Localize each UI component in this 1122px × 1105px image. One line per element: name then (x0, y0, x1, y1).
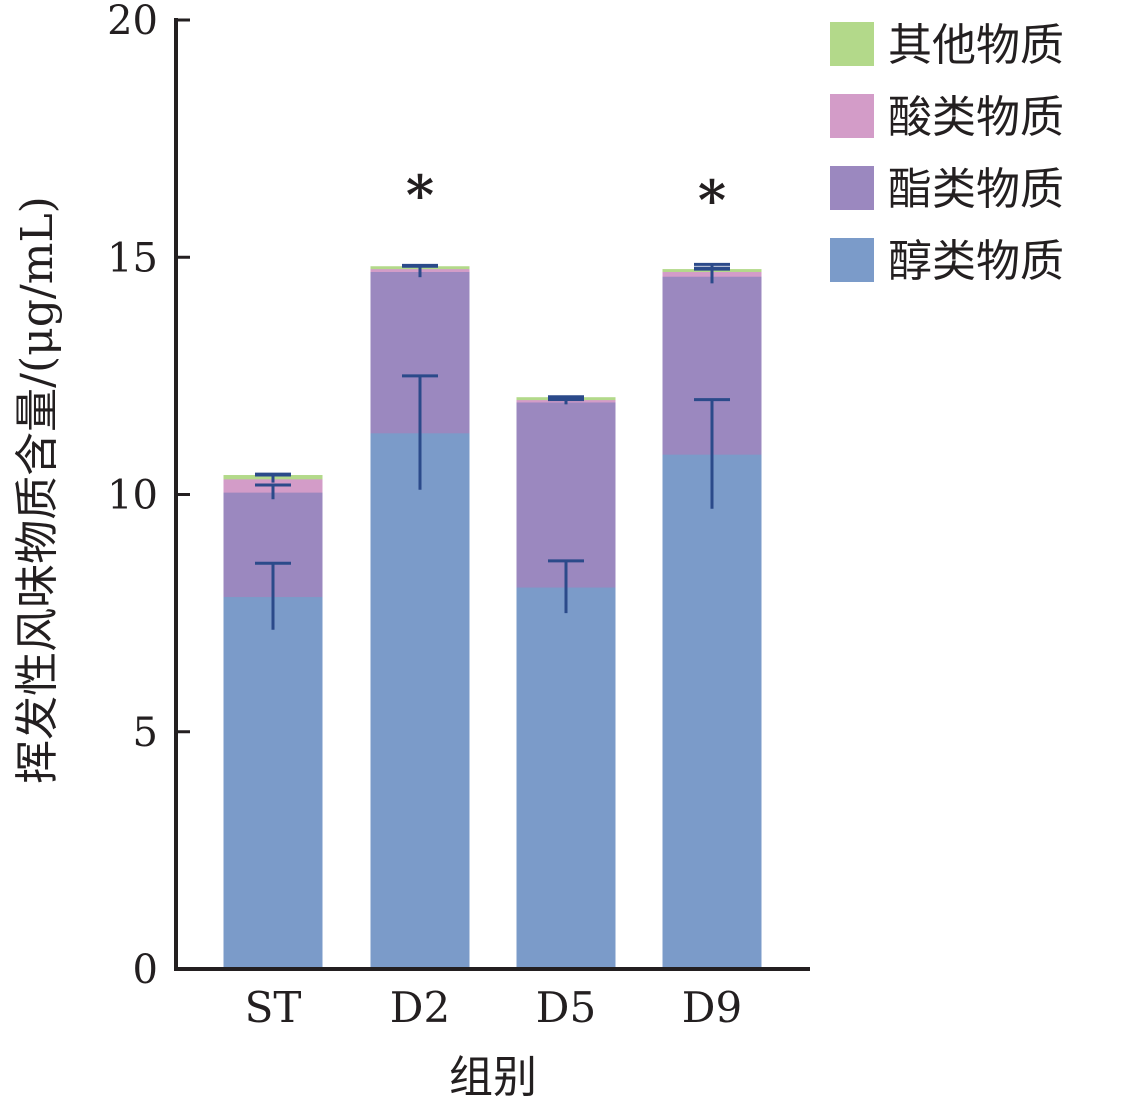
error-bar-ST-3 (255, 472, 291, 477)
legend-label: 醇类物质 (888, 236, 1064, 287)
bar-segment-ST-0 (223, 596, 323, 970)
legend-item-3: 醇类物质 (830, 236, 1064, 287)
y-axis-title: 挥发性风味物质含量/(μg/mL) (12, 196, 63, 784)
y-tick-label-5: 5 (133, 710, 158, 756)
significance-mark-D9: * (698, 168, 726, 232)
y-tick-label-10: 10 (107, 473, 158, 519)
error-bar-ST-1 (255, 483, 291, 500)
error-bar-D2-3 (402, 263, 438, 269)
bars-layer (223, 266, 762, 970)
legend-swatch (830, 94, 874, 138)
error-bar-D9-0 (694, 398, 730, 509)
x-tick-label-D2: D2 (390, 983, 450, 1032)
x-tick-label-D9: D9 (682, 983, 742, 1032)
x-tick-label-D5: D5 (536, 983, 596, 1032)
error-bar-D9-3 (694, 266, 730, 272)
legend-label: 酯类物质 (888, 164, 1064, 215)
x-category-labels: ST D2 D5 D9 (245, 983, 743, 1032)
bar-segment-D2-0 (370, 432, 470, 970)
legend-label: 酸类物质 (888, 92, 1064, 143)
error-bar-ST-0 (255, 561, 291, 630)
error-bar-D5-0 (548, 559, 584, 614)
legend-swatch (830, 22, 874, 66)
legend-item-2: 酯类物质 (830, 164, 1064, 215)
legend-swatch (830, 166, 874, 210)
legend-item-1: 酸类物质 (830, 92, 1064, 143)
y-tick-label-0: 0 (133, 947, 158, 993)
legend-item-0: 其他物质 (830, 20, 1064, 71)
bar-segment-D9-0 (662, 453, 762, 970)
bar-segment-D5-0 (516, 586, 616, 970)
x-axis-title: 组别 (449, 1052, 537, 1103)
y-tick-label-15: 15 (107, 235, 158, 281)
error-bars-layer (255, 262, 730, 630)
y-tick-label-20: 20 (107, 0, 158, 44)
y-ticks-layer: 0 5 10 15 20 (107, 0, 190, 993)
error-bar-D5-3 (548, 395, 584, 399)
bar-segment-D5-1 (516, 401, 616, 588)
legend-swatch (830, 238, 874, 282)
significance-mark-D2: * (406, 163, 434, 227)
x-tick-label-ST: ST (245, 983, 302, 1032)
legend-label: 其他物质 (888, 20, 1064, 71)
error-bar-D2-0 (402, 374, 438, 490)
significance-annotations: * * (406, 163, 726, 232)
